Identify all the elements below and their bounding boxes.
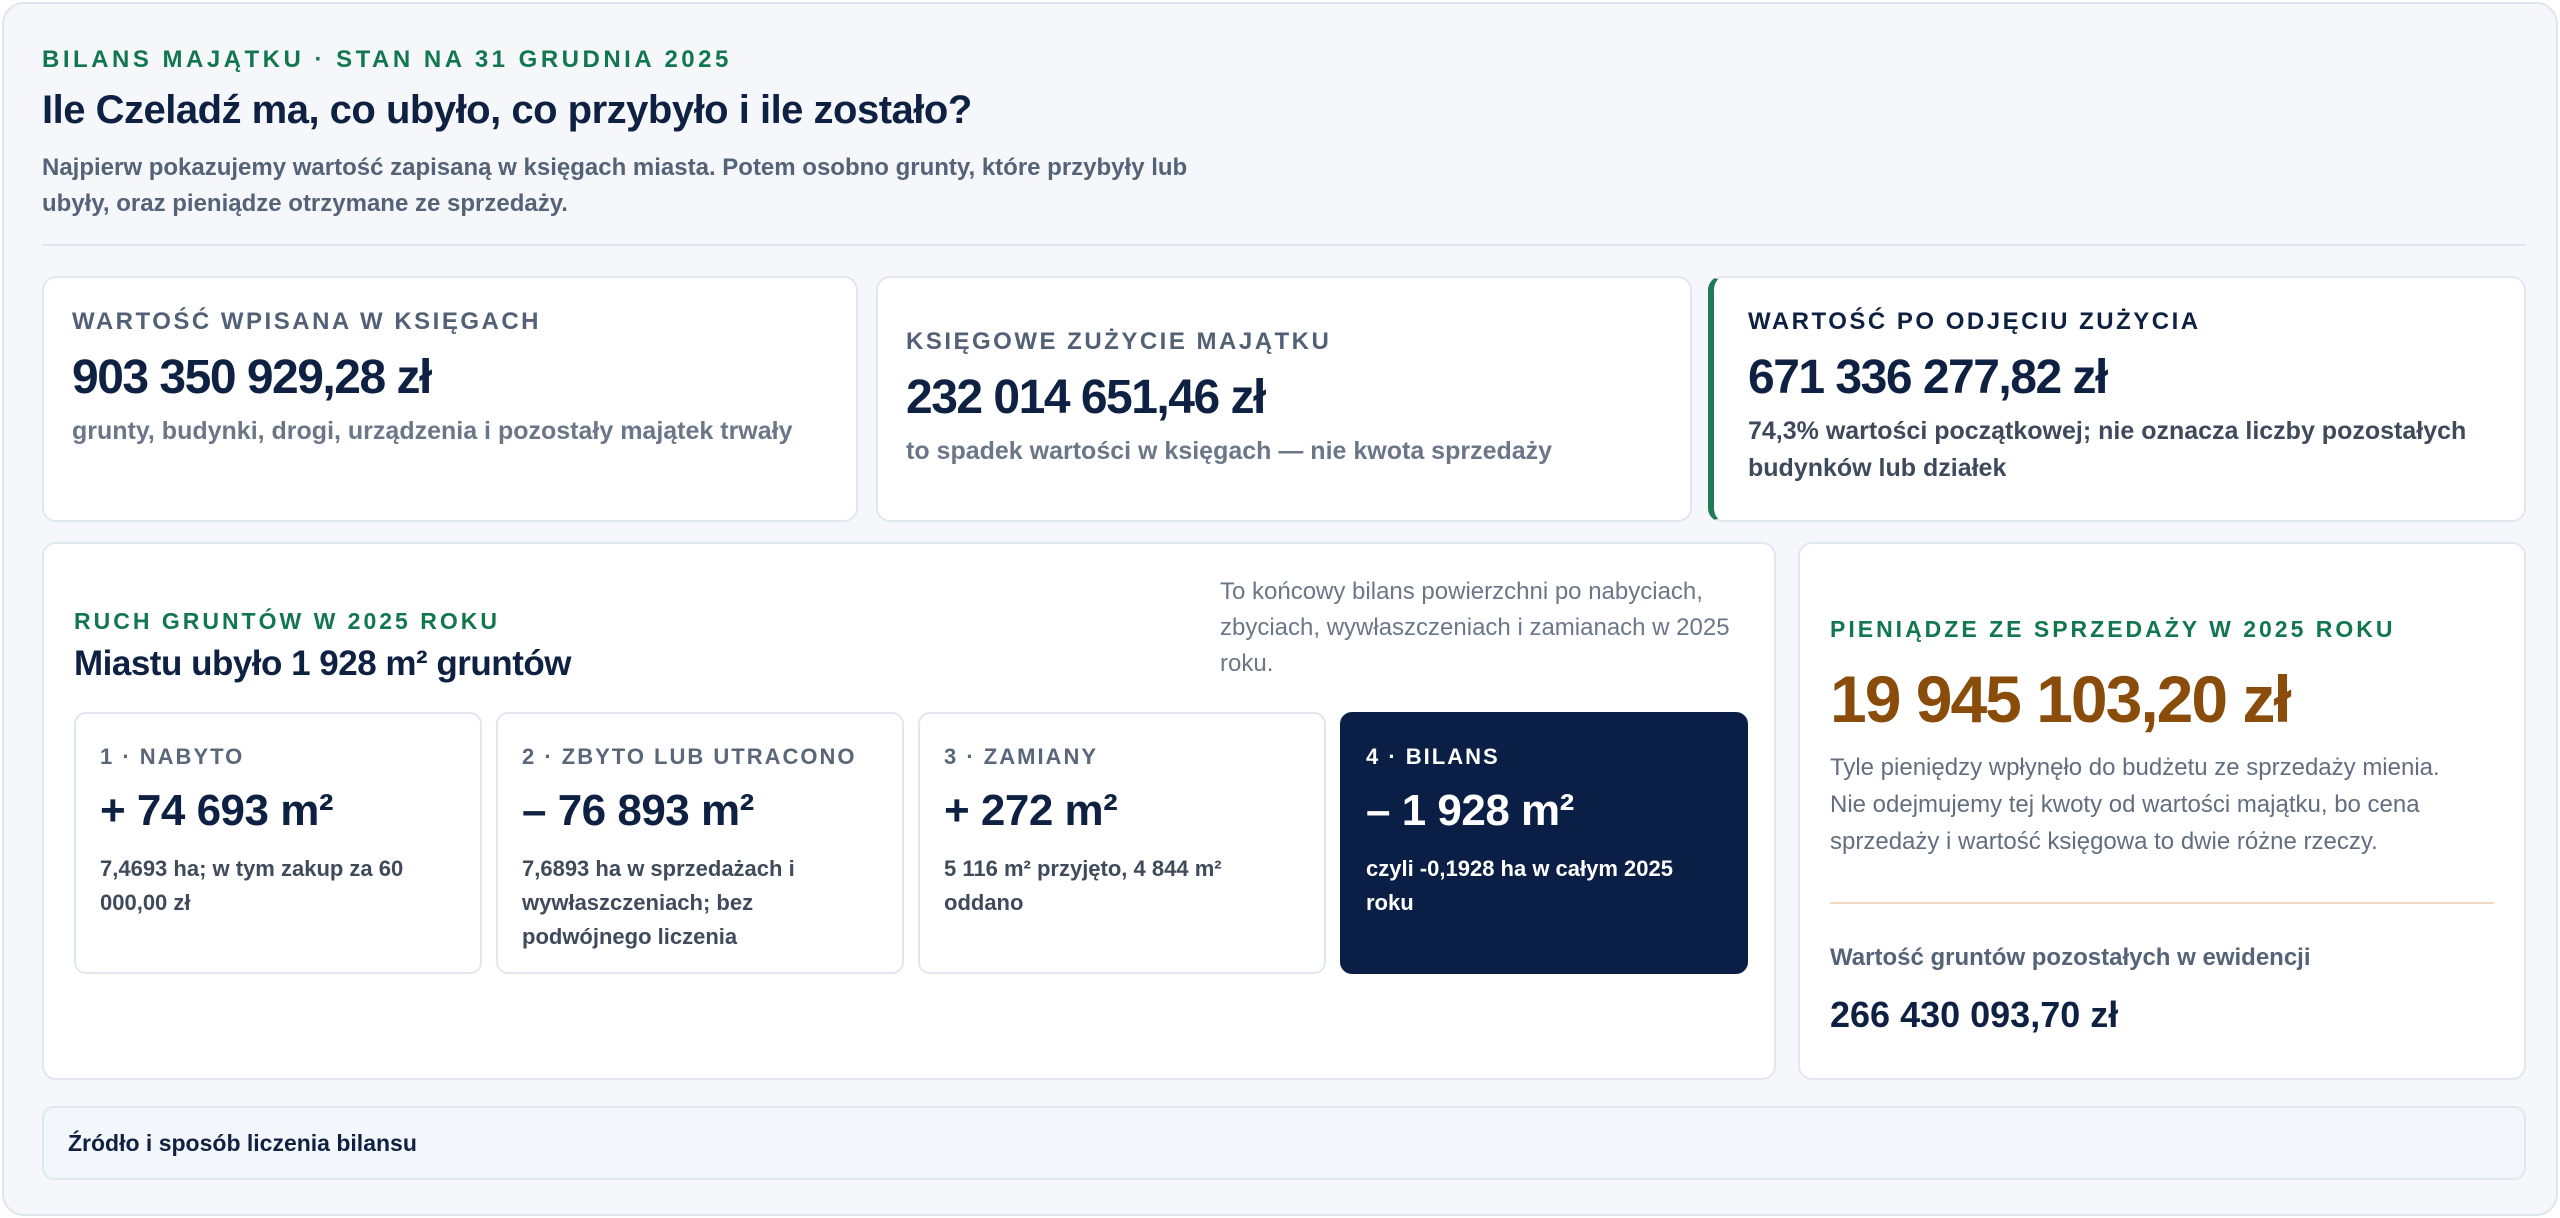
step-label: 1 · NABYTO <box>100 744 245 769</box>
step-value: – 1 928 m² <box>1366 786 1574 835</box>
remaining-land-label: Wartość gruntów pozostałych w ewidencji <box>1830 944 2311 971</box>
kpi-card-book-value: WARTOŚĆ WPISANA W KSIĘGACH 903 350 929,2… <box>42 276 858 522</box>
header-divider <box>42 244 2526 246</box>
page-title: Ile Czeladź ma, co ubyło, co przybyło i … <box>42 88 972 132</box>
kpi-note: grunty, budynki, drogi, urządzenia i poz… <box>72 417 793 445</box>
kpi-label: KSIĘGOWE ZUŻYCIE MAJĄTKU <box>906 328 1332 355</box>
kpi-card-net-value: WARTOŚĆ PO ODJĘCIU ZUŻYCIA 671 336 277,8… <box>1708 276 2526 522</box>
step-label: 4 · BILANS <box>1366 744 1500 769</box>
cash-description: Tyle pieniędzy wpłynęło do budżetu ze sp… <box>1830 754 2440 855</box>
land-side-note: To końcowy bilans powierzchni po nabycia… <box>1220 578 1730 677</box>
step-card-disposed: 2 · ZBYTO LUB UTRACONO – 76 893 m² 7,689… <box>496 712 904 974</box>
kpi-note: to spadek wartości w księgach — nie kwot… <box>906 437 1553 465</box>
source-method-label: Źródło i sposób liczenia bilansu <box>68 1130 417 1156</box>
step-label: 2 · ZBYTO LUB UTRACONO <box>522 744 857 769</box>
kpi-note: 74,3% wartości początkowej; nie oznacza … <box>1748 417 2467 482</box>
step-note: 7,4693 ha; w tym zakup za 60 000,00 zł <box>100 856 404 915</box>
cash-eyebrow: PIENIĄDZE ZE SPRZEDAŻY W 2025 ROKU <box>1830 616 2396 642</box>
step-note: czyli -0,1928 ha w całym 2025 roku <box>1366 856 1673 915</box>
step-card-balance: 4 · BILANS – 1 928 m² czyli -0,1928 ha w… <box>1340 712 1748 974</box>
land-eyebrow: RUCH GRUNTÓW W 2025 ROKU <box>74 608 500 634</box>
source-method-toggle[interactable]: Źródło i sposób liczenia bilansu <box>42 1106 2526 1180</box>
kpi-label: WARTOŚĆ PO ODJĘCIU ZUŻYCIA <box>1748 308 2201 335</box>
step-card-acquired: 1 · NABYTO + 74 693 m² 7,4693 ha; w tym … <box>74 712 482 974</box>
step-value: + 272 m² <box>944 786 1118 835</box>
land-movement-panel: RUCH GRUNTÓW W 2025 ROKU Miastu ubyło 1 … <box>42 542 1776 1080</box>
step-value: – 76 893 m² <box>522 786 754 835</box>
kpi-value: 903 350 929,28 zł <box>72 351 432 404</box>
remaining-land-value: 266 430 093,70 zł <box>1830 994 2119 1035</box>
page-intro: Najpierw pokazujemy wartość zapisaną w k… <box>42 154 1188 217</box>
sales-cash-panel: PIENIĄDZE ZE SPRZEDAŻY W 2025 ROKU 19 94… <box>1798 542 2526 1080</box>
step-value: + 74 693 m² <box>100 786 334 835</box>
step-note: 5 116 m² przyjęto, 4 844 m² oddano <box>944 856 1222 915</box>
step-label: 3 · ZAMIANY <box>944 744 1098 769</box>
step-card-exchanges: 3 · ZAMIANY + 272 m² 5 116 m² przyjęto, … <box>918 712 1326 974</box>
kpi-value: 671 336 277,82 zł <box>1748 351 2108 404</box>
page-eyebrow: BILANS MAJĄTKU · STAN NA 31 GRUDNIA 2025 <box>42 46 732 73</box>
cash-value: 19 945 103,20 zł <box>1830 662 2292 736</box>
step-note: 7,6893 ha w sprzedażach i wywłaszczeniac… <box>522 856 795 949</box>
kpi-label: WARTOŚĆ WPISANA W KSIĘGACH <box>72 308 542 335</box>
land-title: Miastu ubyło 1 928 m² gruntów <box>74 644 571 683</box>
kpi-card-depreciation: KSIĘGOWE ZUŻYCIE MAJĄTKU 232 014 651,46 … <box>876 276 1692 522</box>
kpi-value: 232 014 651,46 zł <box>906 371 1266 424</box>
cash-divider <box>1830 902 2494 904</box>
